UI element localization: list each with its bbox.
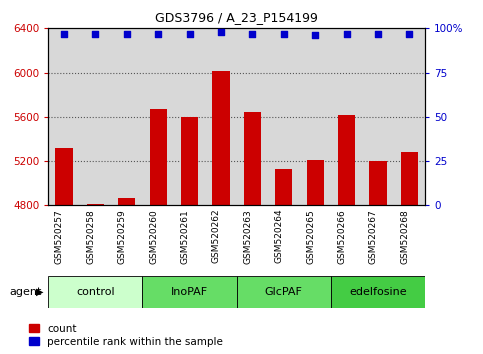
Point (343, 31, 351, 36)
Bar (237, 276, 331, 308)
Text: GSM520258: GSM520258 (86, 209, 96, 264)
Text: GSM520260: GSM520260 (149, 209, 158, 264)
Bar (48, 276, 142, 308)
Point (280, 31, 288, 36)
Bar (142, 276, 237, 308)
Text: GSM520263: GSM520263 (243, 209, 253, 264)
Text: control: control (76, 287, 114, 297)
Point (249, 31, 256, 36)
Bar (150, 109, 167, 354)
Point (312, 33, 319, 38)
Bar (338, 115, 355, 354)
Bar (244, 112, 261, 354)
Point (217, 29, 225, 35)
Point (123, 31, 131, 36)
Bar (401, 152, 418, 354)
Text: GSM520257: GSM520257 (55, 209, 64, 264)
Bar (87, 204, 104, 354)
Text: GSM520267: GSM520267 (369, 209, 378, 264)
Point (186, 31, 194, 36)
Text: GSM520262: GSM520262 (212, 209, 221, 263)
Title: GDS3796 / A_23_P154199: GDS3796 / A_23_P154199 (155, 11, 318, 24)
Text: GSM520268: GSM520268 (400, 209, 410, 264)
Bar (331, 276, 425, 308)
Text: edelfosine: edelfosine (349, 287, 407, 297)
Bar (307, 160, 324, 354)
Bar (56, 148, 72, 354)
Bar (213, 72, 229, 354)
Text: InoPAF: InoPAF (171, 287, 208, 297)
Text: agent: agent (10, 287, 42, 297)
Text: GSM520265: GSM520265 (306, 209, 315, 264)
Point (92, 31, 99, 36)
Point (406, 31, 413, 36)
Bar (181, 117, 198, 354)
Text: GSM520264: GSM520264 (275, 209, 284, 263)
Point (374, 31, 382, 36)
Text: ▶: ▶ (36, 287, 44, 297)
Bar (369, 161, 386, 354)
Point (155, 31, 162, 36)
Text: GSM520266: GSM520266 (338, 209, 347, 264)
Bar (275, 169, 292, 354)
Text: GlcPAF: GlcPAF (265, 287, 303, 297)
Point (60, 31, 68, 36)
Legend: count, percentile rank within the sample: count, percentile rank within the sample (29, 324, 223, 347)
Text: GSM520261: GSM520261 (181, 209, 189, 264)
Bar (118, 198, 135, 354)
Text: GSM520259: GSM520259 (118, 209, 127, 264)
